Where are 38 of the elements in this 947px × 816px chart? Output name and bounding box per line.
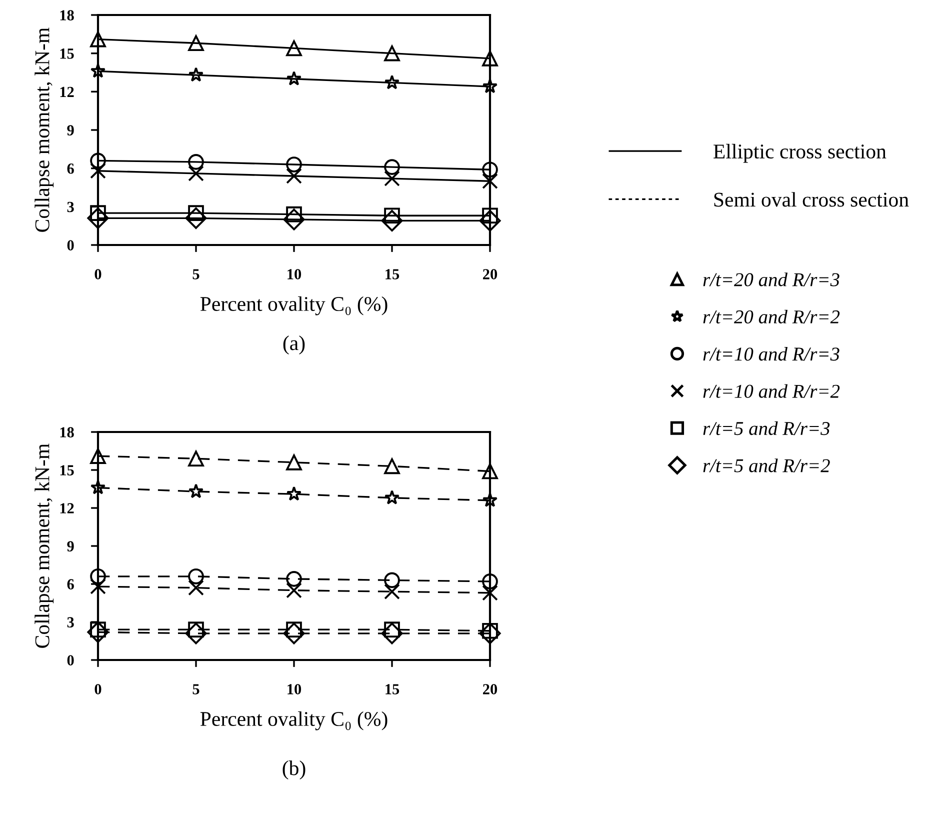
y-tick-label: 18 xyxy=(60,10,74,20)
legend-label: r/t=10 and R/r=2 xyxy=(703,384,840,398)
x-tick-label: 15 xyxy=(386,684,400,694)
y-tick-label: 0 xyxy=(67,655,74,666)
y-tick-label: 3 xyxy=(67,617,74,628)
x-axis-title: Percent ovality C₀ (%) xyxy=(200,711,388,730)
y-tick-label: 18 xyxy=(60,427,74,438)
y-tick-label: 15 xyxy=(60,48,74,59)
legend-label: r/t=5 and R/r=2 xyxy=(703,458,830,472)
y-axis-title: Collapse moment, kN-m xyxy=(34,444,54,648)
y-tick-label: 3 xyxy=(67,202,74,212)
x-tick-label: 0 xyxy=(94,684,102,694)
y-tick-label: 15 xyxy=(60,465,74,476)
x-tick-label: 15 xyxy=(386,269,400,280)
legend-label: r/t=20 and R/r=3 xyxy=(703,272,840,286)
y-tick-label: 9 xyxy=(67,541,74,552)
x-tick-label: 5 xyxy=(192,684,200,694)
legend-label: r/t=10 and R/r=3 xyxy=(703,347,840,361)
y-tick-label: 6 xyxy=(67,579,74,590)
y-axis-title: Collapse moment, kN-m xyxy=(34,28,54,232)
x-tick-label: 20 xyxy=(483,684,498,694)
y-tick-label: 9 xyxy=(67,125,74,136)
x-tick-label: 0 xyxy=(94,269,102,280)
text: Semi oval cross section xyxy=(714,192,909,207)
x-axis-title: Percent ovality C₀ (%) xyxy=(200,296,388,316)
y-tick-label: 6 xyxy=(67,164,74,174)
legend-label: r/t=20 and R/r=2 xyxy=(703,310,840,324)
y-tick-label: 0 xyxy=(67,240,74,250)
text: Elliptic cross section xyxy=(714,144,886,163)
legend-label: r/t=5 and R/r=3 xyxy=(703,421,830,436)
x-tick-label: 5 xyxy=(192,269,200,280)
x-tick-label: 10 xyxy=(288,269,302,280)
x-tick-label: 10 xyxy=(288,684,302,694)
x-tick-label: 20 xyxy=(483,269,498,280)
text: (b) xyxy=(282,760,306,780)
y-tick-label: 12 xyxy=(60,86,74,97)
y-tick-label: 12 xyxy=(60,503,74,514)
text: (a) xyxy=(283,336,305,354)
